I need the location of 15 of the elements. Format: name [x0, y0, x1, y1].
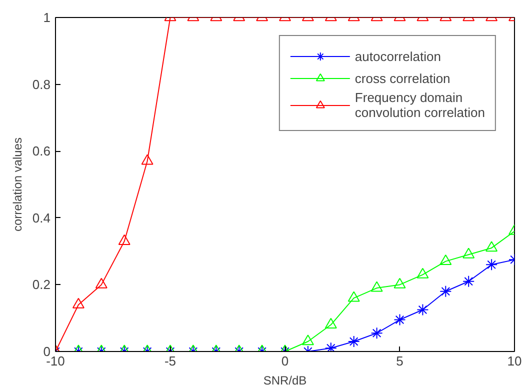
x-tick-label: 0	[281, 354, 289, 368]
x-tick-label: 10	[507, 354, 522, 368]
x-tick-label: -5	[164, 354, 176, 368]
y-tick-label: 0.6	[32, 144, 51, 159]
y-tick-label: 0.4	[32, 210, 51, 226]
legend-label: Frequency domain convolution correlation	[354, 90, 485, 120]
y-axis-title: correlation values	[10, 137, 24, 232]
y-tick-label: 1	[43, 10, 51, 25]
x-tick-label: 5	[396, 354, 404, 368]
x-axis-title: SNR/dB	[263, 374, 307, 388]
y-tick-label: 0	[43, 344, 51, 359]
y-tick-label: 0.2	[32, 277, 51, 292]
y-tick-label: 0.8	[32, 76, 51, 92]
legend-label: cross correlation	[354, 70, 450, 86]
legend-label: autocorrelation	[354, 48, 441, 64]
